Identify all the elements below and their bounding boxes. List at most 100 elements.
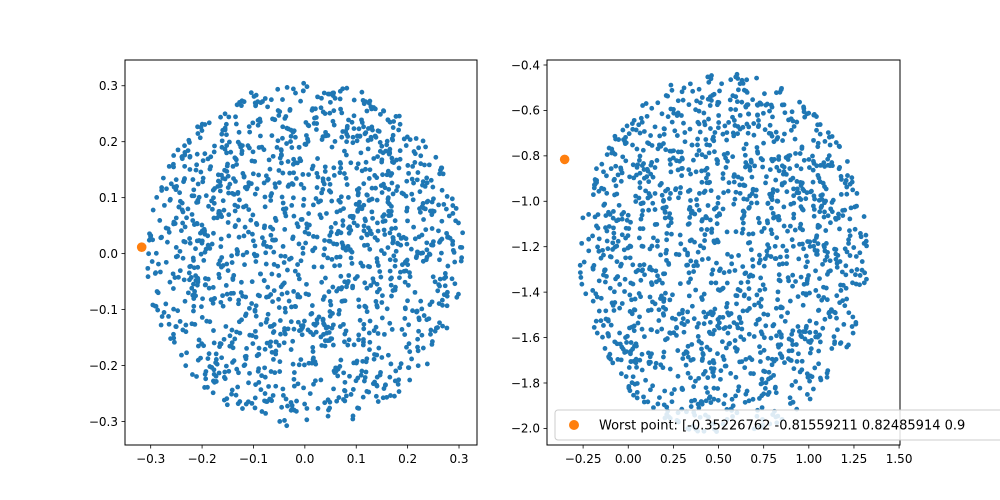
- scatter-point: [813, 268, 818, 274]
- scatter-point: [690, 88, 696, 94]
- scatter-point: [804, 281, 810, 286]
- scatter-point: [322, 164, 328, 170]
- scatter-point: [637, 357, 643, 363]
- scatter-point: [249, 333, 255, 338]
- scatter-point: [288, 347, 294, 352]
- scatter-point: [380, 219, 386, 224]
- scatter-point: [631, 328, 637, 334]
- scatter-point: [861, 280, 867, 286]
- scatter-point: [368, 283, 374, 288]
- scatter-point: [436, 228, 441, 234]
- scatter-point: [746, 296, 752, 302]
- scatter-point: [173, 244, 179, 250]
- scatter-point: [174, 183, 180, 189]
- scatter-point: [326, 289, 332, 295]
- scatter-point: [827, 142, 833, 148]
- scatter-point: [363, 159, 369, 165]
- scatter-point: [774, 90, 779, 96]
- scatter-point: [315, 174, 321, 180]
- scatter-point: [393, 257, 398, 263]
- scatter-point: [790, 283, 795, 289]
- scatter-point: [679, 385, 685, 391]
- scatter-point: [219, 255, 225, 260]
- scatter-point: [311, 264, 317, 270]
- scatter-point: [273, 348, 279, 354]
- scatter-point: [280, 200, 286, 206]
- scatter-point: [710, 331, 716, 337]
- scatter-point: [286, 298, 292, 304]
- scatter-point: [365, 242, 370, 248]
- scatter-point: [746, 111, 752, 117]
- scatter-point: [781, 204, 787, 210]
- scatter-point: [692, 397, 698, 403]
- scatter-point: [213, 351, 219, 357]
- scatter-point: [803, 325, 809, 331]
- scatter-point: [428, 177, 434, 183]
- scatter-point: [180, 220, 186, 226]
- scatter-point: [244, 346, 249, 351]
- scatter-point: [224, 396, 230, 402]
- scatter-point: [210, 390, 216, 396]
- scatter-point: [784, 261, 789, 267]
- scatter-point: [713, 280, 719, 286]
- scatter-point: [739, 230, 745, 236]
- scatter-point: [816, 348, 822, 354]
- scatter-point: [725, 158, 730, 164]
- scatter-point: [296, 241, 302, 247]
- scatter-point: [748, 157, 754, 163]
- scatter-point: [337, 263, 343, 268]
- scatter-point: [848, 205, 854, 211]
- scatter-point: [322, 246, 328, 252]
- scatter-point: [759, 405, 765, 411]
- scatter-point: [211, 195, 216, 201]
- scatter-point: [423, 144, 428, 150]
- scatter-point: [331, 108, 337, 114]
- scatter-point: [276, 113, 282, 118]
- scatter-point: [747, 240, 753, 245]
- scatter-point: [187, 154, 193, 160]
- scatter-point: [762, 386, 768, 391]
- scatter-point: [844, 249, 850, 255]
- scatter-point: [815, 140, 821, 146]
- scatter-point: [663, 337, 668, 343]
- y-tick-label: −0.3: [89, 415, 118, 429]
- scatter-point: [161, 310, 167, 315]
- scatter-point: [262, 223, 268, 229]
- scatter-point: [237, 197, 242, 203]
- scatter-point: [703, 385, 709, 391]
- scatter-point: [806, 165, 812, 170]
- scatter-point: [284, 141, 289, 146]
- scatter-point: [422, 184, 428, 189]
- scatter-point: [349, 119, 355, 125]
- scatter-point: [740, 226, 746, 232]
- scatter-point: [851, 245, 857, 250]
- scatter-point: [331, 165, 337, 171]
- scatter-point: [431, 239, 436, 245]
- scatter-point: [604, 173, 609, 179]
- scatter-point: [789, 382, 795, 388]
- scatter-point: [711, 327, 717, 333]
- scatter-point: [219, 144, 225, 150]
- scatter-point: [302, 401, 308, 407]
- scatter-point: [601, 202, 607, 208]
- scatter-point: [720, 131, 726, 137]
- scatter-point: [791, 366, 797, 372]
- scatter-point: [426, 251, 432, 257]
- scatter-point: [834, 293, 840, 299]
- scatter-point: [344, 182, 350, 187]
- scatter-point: [661, 299, 667, 304]
- scatter-point: [256, 145, 262, 150]
- scatter-point: [755, 215, 761, 221]
- scatter-point: [287, 170, 293, 176]
- scatter-point: [327, 399, 333, 405]
- y-tick-label: −0.2: [89, 359, 118, 373]
- scatter-point: [731, 172, 737, 178]
- scatter-point: [232, 202, 238, 208]
- scatter-point: [185, 290, 191, 296]
- scatter-point: [379, 190, 385, 195]
- scatter-point: [331, 172, 337, 178]
- scatter-point: [381, 108, 386, 114]
- scatter-point: [283, 114, 289, 119]
- scatter-point: [724, 304, 729, 310]
- scatter-point: [312, 322, 318, 328]
